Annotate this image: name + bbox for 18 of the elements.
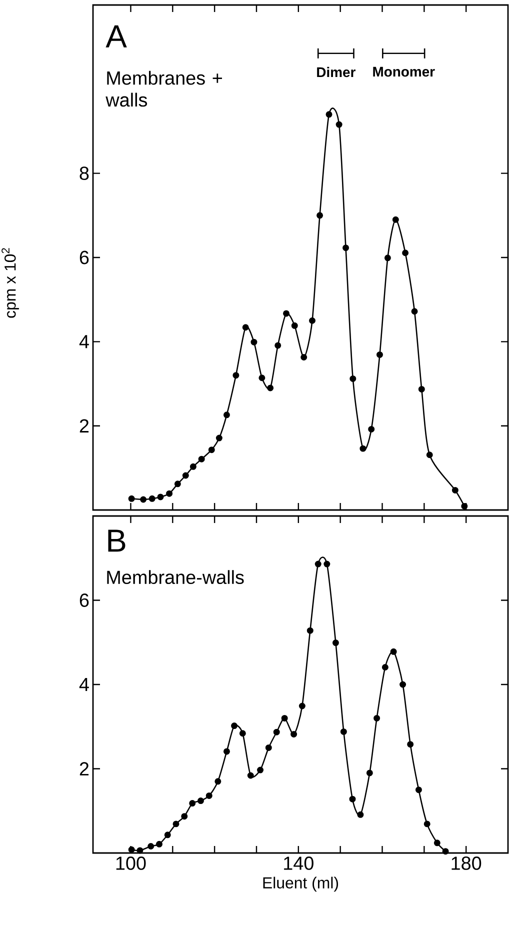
legend-label: Monomer — [373, 66, 435, 77]
x-tick-label: 180 — [452, 856, 482, 870]
y-tick-label: 2 — [80, 762, 89, 776]
x-axis-title: Eluent (ml) — [263, 876, 338, 892]
annotation: B — [108, 530, 126, 552]
y-tick-label: 6 — [80, 250, 89, 264]
legend-label: Dimer — [317, 66, 356, 78]
y-tick-label: 4 — [79, 335, 89, 348]
x-tick-label: 100 — [116, 856, 146, 870]
y-tick-label: 2 — [80, 419, 89, 432]
y-axis-title: cpm x 10$^{2}$ — [2, 248, 19, 318]
x-tick-label: 140 — [284, 856, 314, 870]
y-tick-label: 6 — [80, 594, 89, 607]
y-tick-label: 4 — [79, 678, 89, 692]
annotation: Membrane-walls — [107, 570, 244, 584]
annotation: Membranes + walls — [106, 70, 222, 107]
annotation: A — [106, 25, 127, 48]
y-tick-label: 8 — [80, 166, 89, 180]
